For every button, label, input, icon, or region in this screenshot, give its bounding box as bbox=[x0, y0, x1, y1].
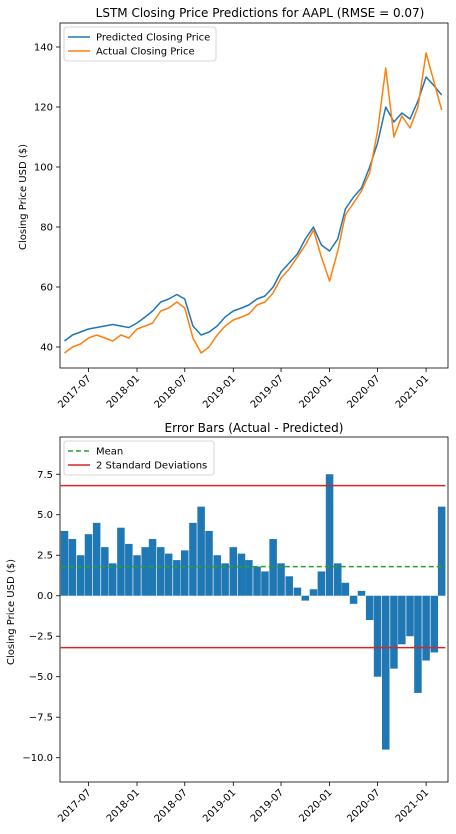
error-bar bbox=[430, 595, 439, 653]
error-bar bbox=[357, 590, 366, 596]
error-bar bbox=[68, 539, 77, 596]
error-bar bbox=[117, 527, 125, 596]
error-bar bbox=[92, 522, 101, 596]
error-bar bbox=[261, 571, 269, 596]
error-bar bbox=[349, 595, 358, 604]
chart1-y-tick-label: 60 bbox=[40, 283, 53, 294]
error-bar bbox=[133, 555, 141, 596]
error-bar bbox=[269, 539, 277, 596]
error-bars-chart: Error Bars (Actual - Predicted) −10.0 −7.… bbox=[6, 421, 449, 825]
error-bar bbox=[309, 589, 318, 596]
chart1-legend-box bbox=[63, 26, 217, 62]
error-bar bbox=[237, 553, 246, 596]
error-bar bbox=[84, 534, 93, 596]
error-bar bbox=[398, 595, 406, 645]
actual-price-line bbox=[64, 52, 443, 354]
error-bar bbox=[253, 566, 261, 596]
error-bar bbox=[197, 506, 205, 596]
error-bar bbox=[390, 595, 398, 669]
error-bar bbox=[437, 506, 446, 596]
chart1-y-tick-label: 40 bbox=[40, 343, 53, 354]
chart1-legend-label: Predicted Closing Price bbox=[96, 33, 210, 44]
chart1-y-tick-label: 80 bbox=[40, 223, 53, 234]
error-bar bbox=[157, 547, 165, 596]
error-bar bbox=[406, 595, 414, 637]
error-bar bbox=[181, 550, 189, 596]
chart2-y-tick-label: −2.5 bbox=[29, 632, 53, 643]
error-bar bbox=[148, 539, 157, 596]
chart2-legend-box bbox=[63, 440, 215, 476]
chart2-y-tick-label: 0.0 bbox=[37, 591, 53, 602]
error-bar bbox=[277, 563, 285, 596]
error-bar bbox=[189, 522, 197, 596]
predicted-price-line bbox=[64, 76, 443, 342]
error-bar bbox=[301, 595, 310, 601]
chart1-y-axis: 40 60 80 100 120 140 bbox=[34, 43, 60, 354]
chart2-y-tick-label: −5.0 bbox=[29, 672, 53, 683]
chart2-y-tick-label: −7.5 bbox=[29, 713, 53, 724]
error-bar bbox=[422, 595, 430, 661]
error-bar bbox=[414, 595, 422, 693]
chart1-legend: Predicted Closing Price Actual Closing Pr… bbox=[63, 26, 217, 62]
error-bar bbox=[125, 543, 133, 596]
error-bar bbox=[245, 560, 253, 596]
error-bar bbox=[285, 576, 293, 596]
error-bar bbox=[341, 582, 350, 596]
error-bar bbox=[164, 553, 173, 596]
error-bar bbox=[205, 530, 213, 596]
error-bar bbox=[333, 563, 342, 596]
error-bar bbox=[60, 530, 69, 596]
error-bar bbox=[101, 547, 109, 596]
chart1-plot-area bbox=[59, 22, 449, 369]
error-bar bbox=[213, 555, 221, 596]
chart2-title: Error Bars (Actual - Predicted) bbox=[165, 421, 344, 435]
error-bar bbox=[325, 474, 334, 596]
chart2-legend-label: Mean bbox=[96, 447, 123, 458]
error-bar bbox=[365, 595, 374, 621]
chart2-y-tick-label: −10.0 bbox=[22, 753, 53, 764]
error-bar bbox=[373, 595, 382, 677]
chart2-legend: Mean 2 Standard Deviations bbox=[63, 440, 215, 476]
chart2-y-tick-label: 2.5 bbox=[37, 551, 53, 562]
chart2-y-axis: −10.0 −7.5 −5.0 −2.5 0.0 2.5 5.0 7.5 bbox=[22, 470, 60, 764]
chart2-y-tick-label: 5.0 bbox=[37, 510, 53, 521]
chart1-title: LSTM Closing Price Predictions for AAPL … bbox=[96, 6, 425, 20]
chart2-frame bbox=[59, 436, 449, 783]
error-bar bbox=[76, 555, 85, 596]
chart1-y-tick-label: 120 bbox=[34, 103, 53, 114]
error-bar bbox=[141, 547, 149, 596]
chart2-y-axis-label: Closing Price USD ($) bbox=[6, 559, 17, 665]
error-bar bbox=[293, 587, 302, 596]
error-bar bbox=[229, 547, 238, 596]
chart2-plot-area bbox=[59, 436, 449, 783]
error-bar bbox=[221, 563, 229, 596]
error-bar bbox=[381, 595, 390, 750]
chart1-frame bbox=[59, 22, 449, 369]
chart2-legend-label: 2 Standard Deviations bbox=[96, 461, 207, 472]
chart1-y-tick-label: 140 bbox=[34, 43, 53, 54]
chart1-y-axis-label: Closing Price USD ($) bbox=[18, 144, 29, 250]
chart1-legend-label: Actual Closing Price bbox=[96, 47, 195, 58]
chart1-y-tick-label: 100 bbox=[34, 163, 53, 174]
error-bar bbox=[108, 563, 117, 596]
chart2-y-tick-label: 7.5 bbox=[37, 470, 53, 481]
error-bar bbox=[173, 560, 181, 596]
error-bar bbox=[317, 571, 326, 596]
